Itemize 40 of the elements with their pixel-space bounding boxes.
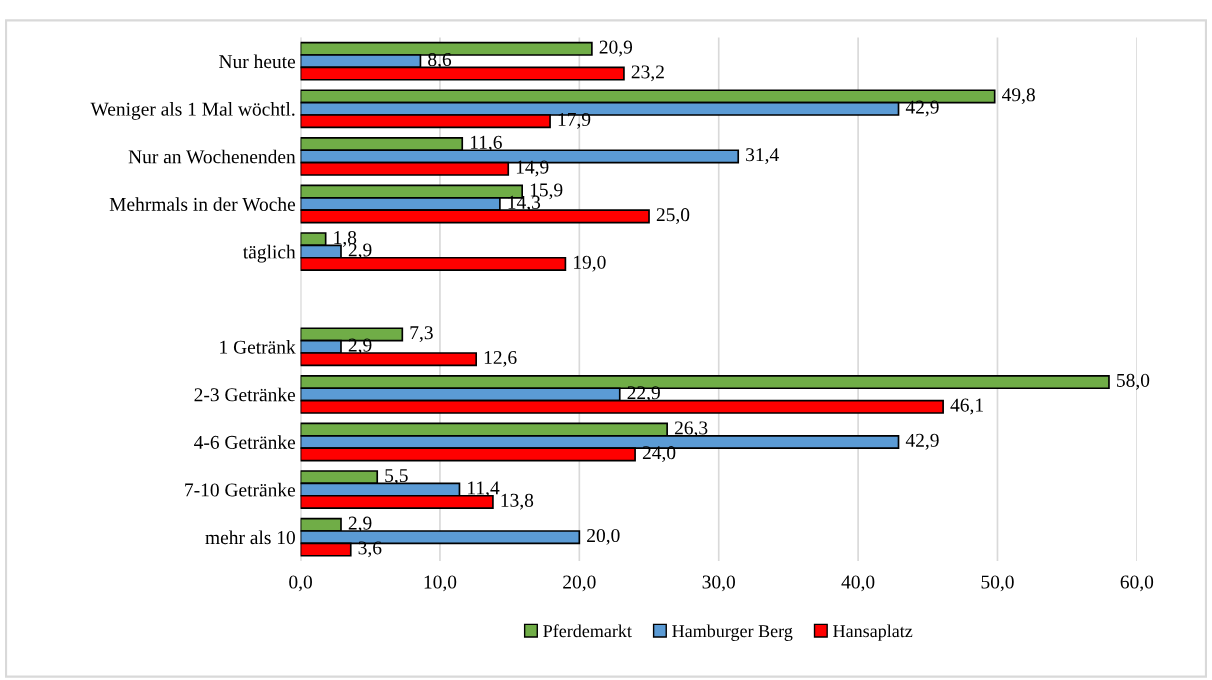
legend-label: Pferdemarkt	[543, 624, 632, 638]
x-tick-label: 10,0	[424, 575, 457, 592]
legend-label: Hamburger Berg	[672, 624, 793, 641]
data-label: 26,3	[674, 421, 708, 438]
y-tick-label: 2-3 Getränke	[194, 387, 296, 402]
data-label: 20,9	[599, 40, 633, 57]
y-tick-label: mehr als 10	[205, 530, 295, 545]
data-label: 11,6	[470, 135, 502, 152]
data-label: 11,4	[468, 481, 500, 498]
data-label: 2,9	[348, 516, 372, 533]
data-label: 49,8	[1002, 88, 1035, 105]
x-tick-label: 20,0	[563, 575, 596, 592]
legend-label: Hansaplatz	[833, 624, 913, 641]
data-label: 46,1	[950, 398, 983, 415]
data-label: 13,8	[501, 493, 534, 510]
x-tick-label: 50,0	[981, 575, 1014, 592]
x-tick-label: 60,0	[1120, 575, 1154, 592]
y-tick-label: Nur heute	[219, 54, 296, 69]
data-label: 5,5	[385, 469, 408, 485]
data-label: 58,0	[1117, 373, 1150, 390]
y-tick-label: 1 Getränk	[220, 340, 296, 354]
data-label: 12,6	[484, 350, 517, 367]
data-label: 8,6	[428, 52, 452, 69]
y-tick-label: täglich	[242, 244, 296, 263]
y-tick-label: Nur an Wochenenden	[128, 149, 296, 164]
y-tick-label: 4-6 Getränke	[194, 435, 296, 449]
x-tick-label: 40,0	[841, 575, 875, 592]
x-tick-label: 0,0	[289, 575, 312, 592]
data-label: 23,2	[631, 65, 664, 82]
data-label: 7,3	[410, 326, 433, 343]
y-tick-label: Weniger als 1 Mal wöchtl.	[90, 102, 295, 120]
data-label: 31,4	[746, 148, 779, 165]
y-tick-label: Mehrmals in der Woche	[109, 197, 296, 212]
data-label: 17,9	[558, 112, 591, 129]
data-label: 20,0	[587, 528, 620, 545]
data-label: 25,0	[656, 208, 690, 225]
x-tick-label: 30,0	[702, 575, 735, 592]
data-label: 19,0	[574, 255, 606, 272]
y-tick-label: 7-10 Getränke	[185, 482, 296, 497]
data-label: 42,9	[905, 433, 939, 450]
